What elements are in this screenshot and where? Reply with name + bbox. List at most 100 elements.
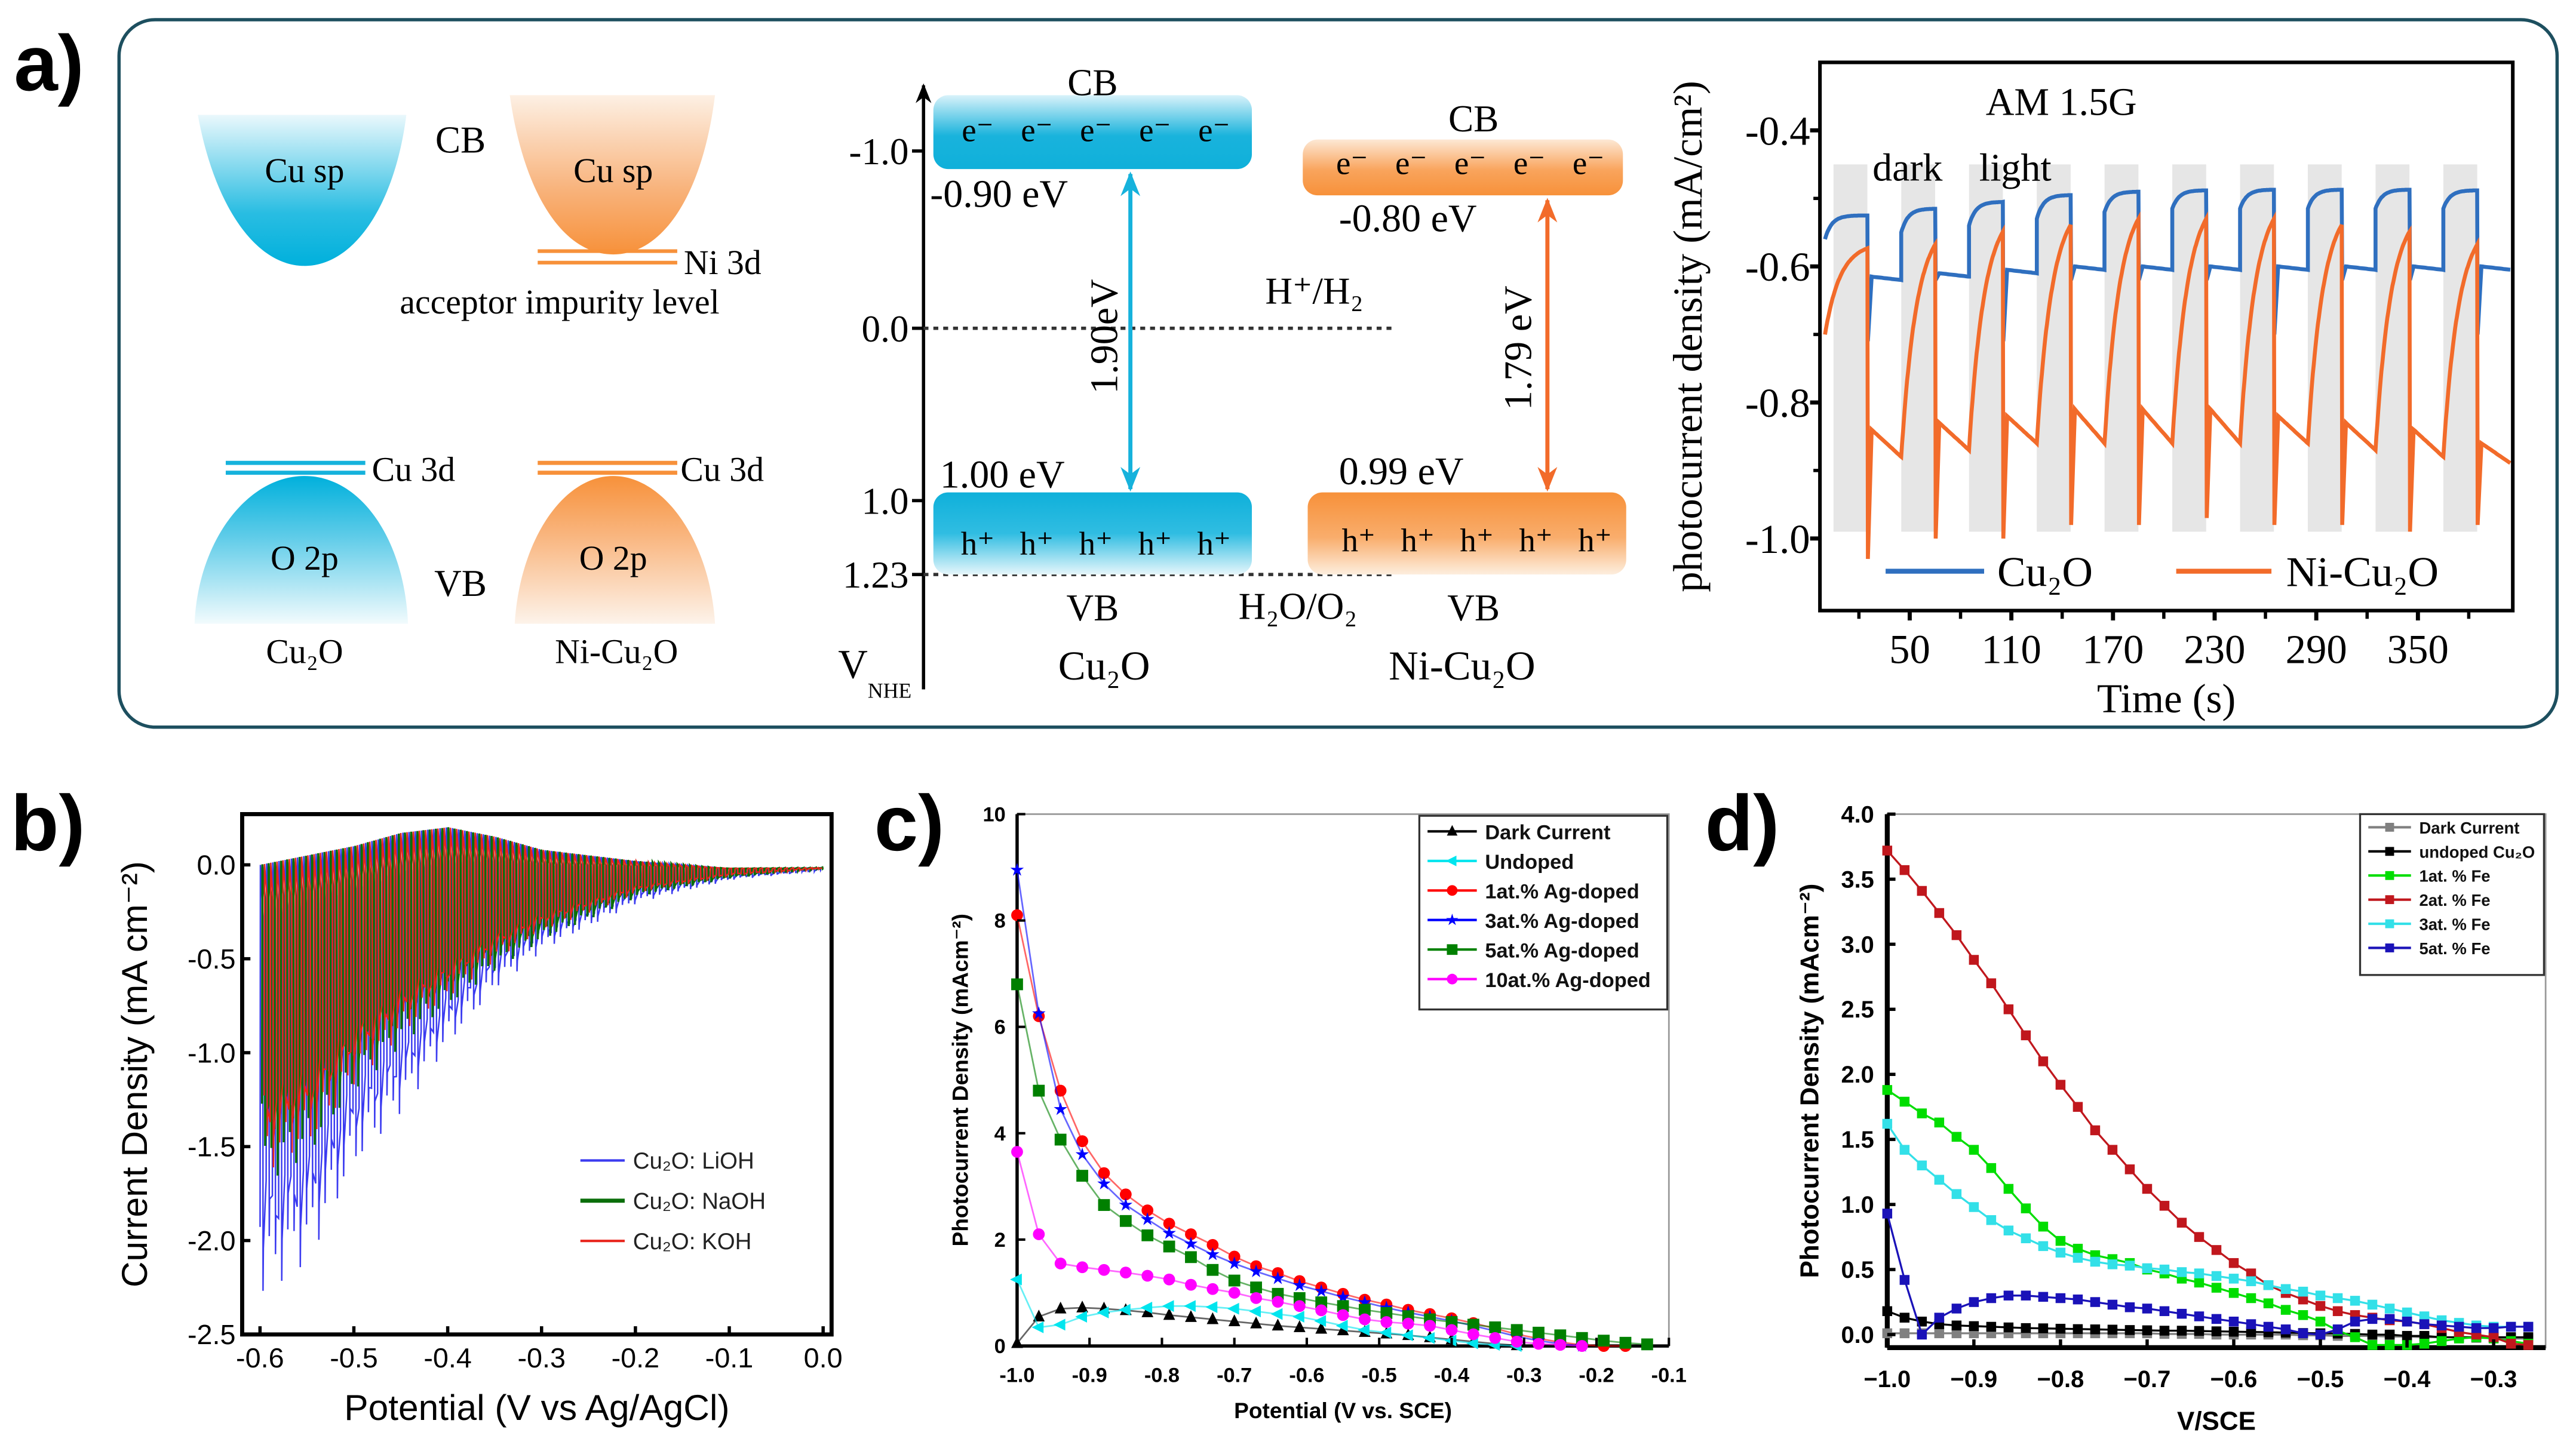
data-point — [1899, 1328, 1910, 1339]
data-point — [2194, 1326, 2205, 1336]
data-point — [2454, 1321, 2464, 1332]
data-point — [2384, 1340, 2395, 1350]
data-point — [2003, 1183, 2014, 1194]
plot-frame — [240, 812, 834, 1337]
data-point — [1141, 1305, 1154, 1317]
data-point — [1054, 1301, 1067, 1314]
data-point — [1206, 1264, 1219, 1276]
x-tick-label: -0.5 — [330, 1342, 378, 1373]
data-point — [2228, 1288, 2239, 1298]
x-tick-label: -0.2 — [1579, 1364, 1614, 1387]
chopping-shade — [2307, 164, 2342, 532]
data-point — [1986, 1215, 1997, 1225]
cu2o-conduction-band — [933, 95, 1252, 170]
data-point — [2523, 1340, 2534, 1350]
y-axis-label: Photocurrent Density (mAcm⁻²) — [1795, 884, 1824, 1278]
data-point — [1358, 1324, 1370, 1336]
data-point — [1934, 908, 1945, 918]
chopping-shade — [2172, 164, 2206, 532]
data-point — [1358, 1295, 1372, 1308]
hole-symbol: h⁺ — [961, 525, 995, 562]
data-point — [1010, 1273, 1022, 1286]
chopping-shade — [2037, 164, 2071, 532]
x-tick-label: −0.6 — [2210, 1366, 2258, 1392]
x-tick-label: -0.6 — [236, 1342, 284, 1373]
data-point — [1076, 1301, 1088, 1312]
data-point — [1292, 1311, 1304, 1323]
y-tick-label: 8 — [994, 910, 1006, 933]
data-point — [2021, 1323, 2031, 1333]
data-point — [2021, 1290, 2031, 1301]
legend-marker — [1447, 944, 1458, 955]
data-point — [1140, 1302, 1153, 1314]
x-tick-label: -0.8 — [1144, 1364, 1180, 1387]
data-point — [1011, 978, 1023, 991]
chart-b-chopped-lsv: -0.6 -0.5 -0.4 -0.3 -0.2 -0.1 0.0 0.0 -0.5 -1.0 -1… — [114, 812, 843, 1428]
data-point — [2159, 1201, 2170, 1211]
cu2o-band-gap: 1.90eV — [1083, 279, 1126, 394]
data-point — [2332, 1306, 2343, 1317]
data-point — [1899, 1096, 1910, 1107]
data-point — [1119, 1188, 1132, 1201]
data-point — [2367, 1340, 2378, 1350]
ni-cu2o-cb-edge: -0.80 eV — [1339, 197, 1477, 241]
data-point — [1510, 1336, 1523, 1348]
data-point — [1380, 1301, 1393, 1314]
cu2o-valence-band — [933, 492, 1252, 575]
y-axis-label: Current Density (mA cm⁻²) — [114, 861, 155, 1287]
data-point — [2402, 1316, 2412, 1327]
y-axis-label: photocurrent density (mA/cm²) — [1665, 81, 1711, 592]
data-point — [1337, 1309, 1349, 1321]
data-point — [1424, 1320, 1436, 1332]
data-point — [2367, 1299, 2378, 1310]
axis-label-nhe: NHE — [868, 678, 911, 702]
x-tick-label: -1.0 — [999, 1364, 1034, 1387]
data-point — [2280, 1284, 2291, 1295]
data-point — [2367, 1329, 2378, 1340]
x-tick-label: −0.5 — [2297, 1366, 2344, 1392]
x-tick-label: -0.4 — [423, 1342, 472, 1373]
chopping-shade — [2375, 164, 2410, 532]
data-point — [2506, 1321, 2516, 1332]
data-point — [1467, 1318, 1479, 1331]
data-point — [1054, 1133, 1067, 1146]
x-axis-label: V/SCE — [2177, 1406, 2256, 1435]
legend-marker — [2385, 847, 2394, 856]
hole-symbol: h⁺ — [1460, 522, 1494, 559]
data-point — [2090, 1297, 2101, 1307]
data-point — [2246, 1293, 2256, 1304]
data-point — [2176, 1308, 2187, 1319]
ni-cu2o-cu-sp-band — [509, 95, 716, 255]
data-point — [1489, 1332, 1502, 1344]
data-point — [1969, 1321, 1979, 1332]
data-point — [2073, 1102, 2083, 1112]
data-point — [1423, 1332, 1435, 1344]
data-point — [2038, 1241, 2049, 1252]
data-point — [1337, 1323, 1349, 1336]
data-point — [2384, 1314, 2395, 1324]
legend-label: Undoped — [1485, 851, 1574, 874]
y-tick-label: -0.4 — [1745, 108, 1810, 153]
data-point — [1899, 1145, 1910, 1155]
y-tick-label: 0.5 — [1841, 1257, 1874, 1283]
data-point — [1951, 1328, 1962, 1339]
data-point — [1185, 1228, 1197, 1240]
data-point — [2124, 1325, 2135, 1335]
data-point — [2159, 1326, 2170, 1336]
data-point — [1185, 1251, 1197, 1264]
ni-3d-label: Ni 3d — [684, 244, 762, 282]
y-tick-label: 1.0 — [1841, 1192, 1874, 1218]
legend-label: 5at.% Ag-doped — [1485, 939, 1639, 962]
data-point — [1250, 1281, 1262, 1293]
cu2o-o-2p-band — [194, 476, 409, 624]
chart-a-photocurrent-transient: 50 110 170 230 290 350 -0.4 -0.6 -0.8 -1.0 Time (s… — [1665, 60, 2515, 721]
data-point — [1011, 1146, 1023, 1158]
data-point — [1359, 1304, 1371, 1316]
x-tick-label: −1.0 — [1864, 1366, 1911, 1392]
data-point — [2124, 1302, 2135, 1312]
data-point — [1163, 1308, 1175, 1320]
cu2o-cu-3d-label: Cu 3d — [372, 451, 456, 488]
data-point — [1033, 1084, 1045, 1097]
data-point — [2419, 1339, 2430, 1349]
data-point — [2315, 1290, 2326, 1301]
